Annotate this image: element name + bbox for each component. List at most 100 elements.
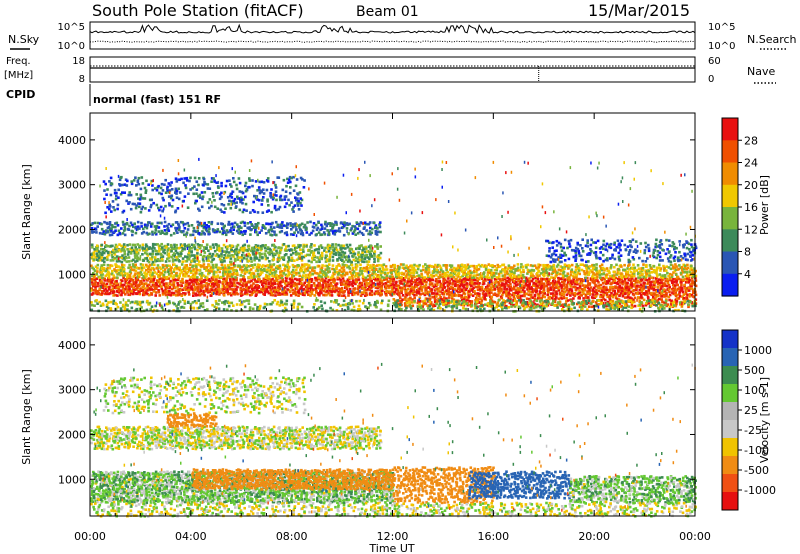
data-cell — [372, 263, 375, 267]
data-cell — [536, 275, 539, 278]
data-cell — [187, 253, 190, 256]
data-cell — [448, 280, 452, 283]
data-cell — [645, 265, 648, 268]
data-cell — [513, 264, 516, 268]
data-cell — [191, 274, 195, 278]
data-cell — [297, 271, 301, 275]
data-cell — [621, 282, 624, 286]
data-cell — [628, 274, 631, 277]
data-cell — [583, 286, 586, 290]
data-cell — [488, 277, 491, 281]
data-cell — [650, 271, 654, 274]
data-cell — [591, 263, 594, 267]
data-cell — [358, 255, 361, 259]
data-cell — [325, 224, 329, 228]
data-cell — [347, 290, 350, 293]
data-cell — [130, 246, 134, 250]
data-cell — [98, 231, 102, 235]
data-cell — [350, 283, 354, 286]
data-cell — [123, 253, 127, 256]
data-cell — [615, 273, 619, 276]
data-cell — [307, 289, 310, 293]
data-cell — [138, 267, 141, 270]
data-cell — [95, 252, 99, 255]
data-cell — [462, 265, 465, 269]
data-cell — [153, 256, 157, 259]
data-cell — [677, 277, 681, 281]
data-cell — [358, 283, 361, 286]
data-cell — [266, 264, 270, 267]
data-cell — [466, 266, 470, 270]
data-cell — [101, 273, 104, 276]
data-cell — [253, 263, 257, 266]
data-cell — [123, 245, 127, 249]
data-cell — [274, 190, 278, 193]
data-cell — [468, 281, 472, 285]
data-cell — [451, 281, 455, 285]
data-cell — [363, 247, 366, 251]
data-cell — [224, 256, 228, 260]
data-cell — [92, 267, 96, 271]
data-cell — [673, 266, 677, 269]
data-cell — [96, 247, 99, 251]
data-cell — [210, 204, 213, 208]
data-cell — [303, 293, 306, 297]
data-cell — [174, 249, 178, 253]
data-cell — [566, 278, 569, 281]
data-cell — [120, 175, 123, 179]
data-cell — [442, 277, 445, 280]
data-cell — [326, 245, 330, 248]
data-cell — [329, 224, 332, 227]
data-cell — [427, 286, 431, 289]
data-cell — [302, 225, 306, 229]
data-cell — [187, 192, 190, 195]
data-cell — [688, 273, 692, 277]
data-cell — [167, 229, 171, 232]
data-cell — [323, 279, 327, 283]
data-cell — [623, 268, 626, 272]
data-cell — [300, 252, 303, 255]
data-cell — [208, 198, 212, 201]
data-cell — [114, 229, 117, 232]
data-cell — [269, 225, 273, 229]
data-cell — [231, 254, 234, 257]
data-cell — [170, 274, 173, 277]
data-cell — [113, 208, 116, 212]
data-cell — [290, 256, 294, 260]
data-cell — [306, 221, 309, 224]
data-cell — [436, 271, 439, 274]
data-cell — [492, 274, 496, 278]
data-cell — [630, 282, 633, 285]
data-cell — [289, 283, 293, 286]
data-cell — [299, 248, 302, 252]
data-cell — [274, 291, 277, 294]
data-cell — [498, 291, 501, 295]
data-cell — [197, 195, 200, 198]
data-cell — [251, 209, 255, 212]
data-cell — [552, 270, 555, 273]
data-cell — [93, 282, 97, 285]
data-cell — [231, 273, 234, 276]
data-cell — [659, 285, 662, 288]
data-cell — [94, 246, 98, 249]
data-cell — [656, 274, 659, 277]
data-cell — [475, 282, 478, 285]
data-cell — [350, 263, 354, 267]
data-cell — [117, 248, 121, 252]
data-cell — [529, 264, 533, 267]
data-cell — [362, 279, 366, 283]
data-cell — [118, 231, 121, 235]
data-cell — [210, 260, 213, 264]
data-cell — [538, 282, 542, 285]
data-cell — [221, 260, 224, 264]
data-cell — [624, 281, 627, 285]
data-cell — [275, 194, 278, 197]
data-cell — [652, 268, 656, 272]
data-cell — [591, 270, 594, 274]
data-cell — [171, 258, 175, 261]
data-cell — [301, 274, 305, 277]
data-cell — [116, 203, 120, 207]
data-cell — [192, 294, 195, 297]
data-cell — [617, 290, 620, 294]
data-cell — [194, 230, 198, 234]
